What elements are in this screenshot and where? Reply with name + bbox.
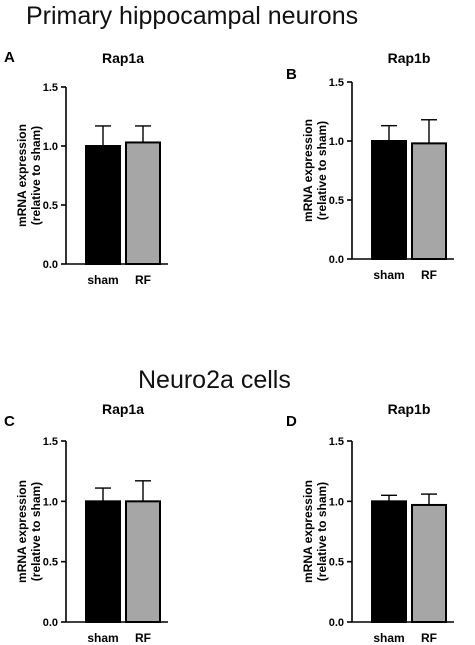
y-axis-label-line: mRNA expression bbox=[15, 124, 29, 227]
y-axis-label: mRNA expression(relative to sham) bbox=[15, 480, 43, 583]
y-tick-label: 0.0 bbox=[43, 617, 58, 629]
y-axis-label-line: (relative to sham) bbox=[29, 482, 43, 581]
panel-title: Rap1b bbox=[388, 401, 431, 417]
x-tick-label: RF bbox=[421, 631, 437, 645]
x-tick-label: sham bbox=[87, 273, 118, 287]
y-tick-label: 1.0 bbox=[329, 136, 344, 148]
bar-rf bbox=[125, 500, 161, 624]
y-tick-label: 1.0 bbox=[329, 496, 344, 508]
section-heading-primary-neurons: Primary hippocampal neurons bbox=[26, 2, 358, 30]
y-tick-label: 1.5 bbox=[329, 77, 344, 89]
y-tick-label: 1.0 bbox=[43, 496, 58, 508]
y-tick-label: 0.0 bbox=[329, 254, 344, 266]
y-tick-label: 1.0 bbox=[43, 141, 58, 153]
panel-title: Rap1a bbox=[102, 50, 144, 66]
bar-rf bbox=[411, 503, 447, 624]
bar-rf bbox=[125, 141, 161, 266]
y-tick-label: 0.0 bbox=[43, 259, 58, 271]
y-axis-label: mRNA expression(relative to sham) bbox=[301, 119, 329, 222]
bar-sham bbox=[85, 500, 121, 624]
panel-title: Rap1a bbox=[102, 401, 144, 417]
panel-letter: D bbox=[286, 413, 297, 430]
bar-sham bbox=[371, 140, 407, 260]
y-axis-label-line: mRNA expression bbox=[301, 480, 315, 583]
section-heading-neuro2a: Neuro2a cells bbox=[138, 366, 291, 394]
y-tick-label: 1.5 bbox=[329, 436, 344, 448]
panel-letter: A bbox=[4, 49, 15, 66]
y-axis-label-line: mRNA expression bbox=[15, 480, 29, 583]
x-tick-label: sham bbox=[373, 631, 404, 645]
y-tick-label: 0.5 bbox=[329, 195, 344, 207]
y-tick-label: 0.5 bbox=[329, 557, 344, 569]
y-axis-label-line: (relative to sham) bbox=[315, 482, 329, 581]
y-axis-label: mRNA expression(relative to sham) bbox=[15, 124, 43, 227]
x-tick-label: sham bbox=[87, 631, 118, 645]
y-axis-label-line: (relative to sham) bbox=[315, 121, 329, 220]
y-axis-label-line: (relative to sham) bbox=[29, 126, 43, 225]
bar-rf bbox=[411, 142, 447, 260]
panel-letter: C bbox=[4, 413, 15, 430]
bar-sham bbox=[371, 500, 407, 624]
x-tick-label: sham bbox=[373, 268, 404, 282]
x-tick-label: RF bbox=[135, 631, 151, 645]
y-tick-label: 0.5 bbox=[43, 200, 58, 212]
y-tick-label: 1.5 bbox=[43, 82, 58, 94]
bar-sham bbox=[85, 145, 121, 265]
x-tick-label: RF bbox=[421, 268, 437, 282]
x-tick-label: RF bbox=[135, 273, 151, 287]
y-axis-label: mRNA expression(relative to sham) bbox=[301, 480, 329, 583]
y-axis-label-line: mRNA expression bbox=[301, 119, 315, 222]
y-tick-label: 1.5 bbox=[43, 436, 58, 448]
panel-title: Rap1b bbox=[388, 50, 431, 66]
panel-letter: B bbox=[286, 66, 297, 83]
y-tick-label: 0.0 bbox=[329, 617, 344, 629]
y-tick-label: 0.5 bbox=[43, 557, 58, 569]
